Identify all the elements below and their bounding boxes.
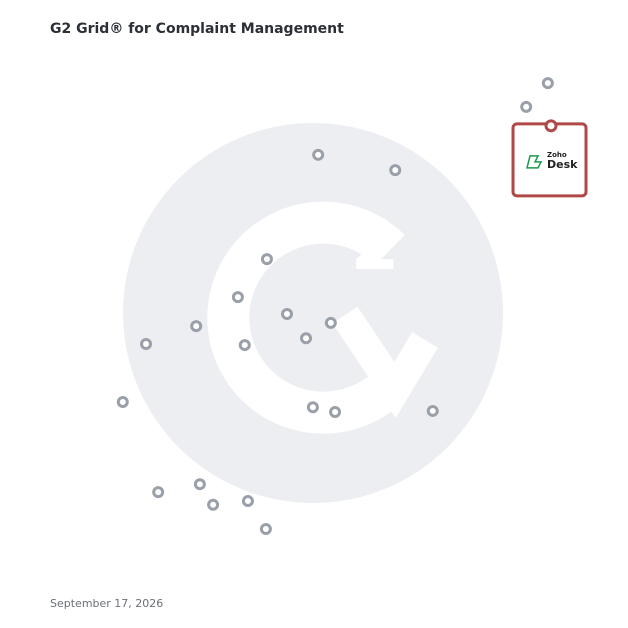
product-dot	[231, 291, 244, 304]
product-dot	[281, 307, 294, 320]
product-dot	[259, 522, 272, 535]
product-label: Desk	[547, 158, 578, 171]
watermark: 2	[123, 123, 503, 503]
product-dot	[193, 478, 206, 491]
product-dot	[426, 404, 439, 417]
product-dot	[140, 338, 153, 351]
product-dot	[300, 332, 313, 345]
product-dot	[190, 320, 203, 333]
product-dot	[207, 498, 220, 511]
date: September 17, 2026	[50, 597, 163, 610]
product-dot	[241, 495, 254, 508]
product-dot	[520, 100, 533, 113]
highlight-dot	[544, 119, 558, 133]
product-dot	[238, 339, 251, 352]
chart-title: G2 Grid® for Complaint Management	[50, 21, 344, 37]
product-dot	[152, 486, 165, 499]
product-dot	[306, 401, 319, 414]
product-dot	[389, 164, 402, 177]
product-dot	[312, 148, 325, 161]
product-dot	[329, 405, 342, 418]
product-dot	[324, 316, 337, 329]
brand-logo	[526, 155, 543, 169]
product-dot	[260, 253, 273, 266]
brand-label: Zoho	[547, 151, 567, 159]
svg-text:2: 2	[351, 204, 400, 286]
product-dot	[116, 395, 129, 408]
product-dot	[541, 77, 554, 90]
